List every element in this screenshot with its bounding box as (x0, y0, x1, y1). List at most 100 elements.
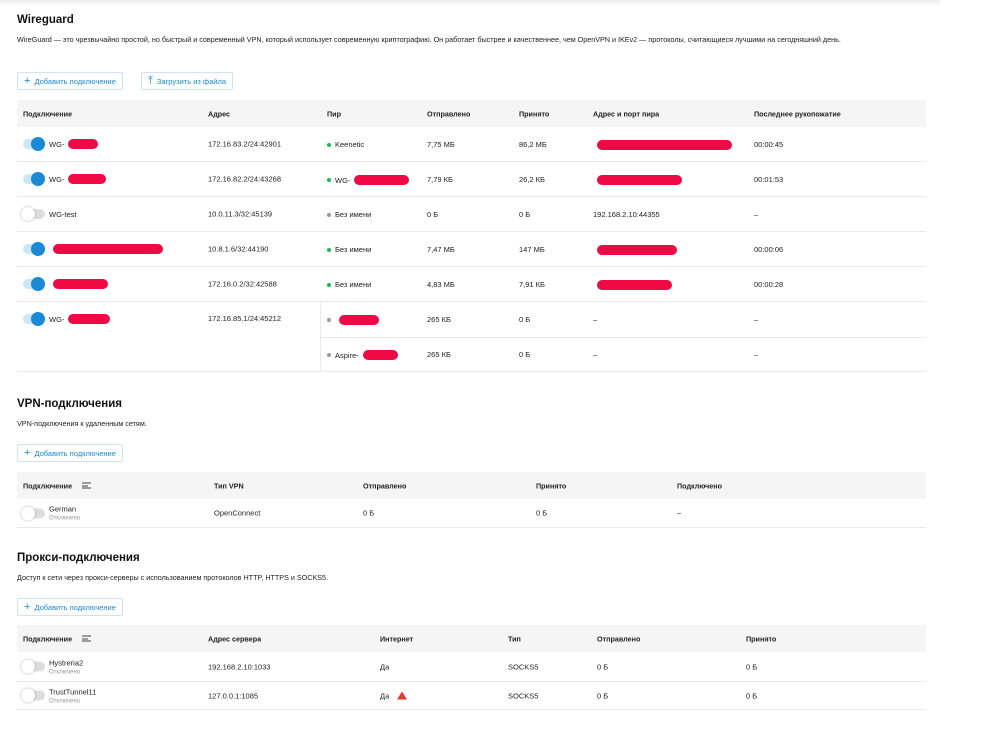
peer-cell: Keenetic (327, 140, 364, 149)
button-label: Добавить подключение (34, 602, 116, 612)
column-header[interactable]: Подключение (23, 634, 92, 643)
redaction-mark (597, 140, 732, 150)
connection-name[interactable]: WG- (49, 314, 65, 324)
column-label: Тип (508, 634, 521, 643)
peer-endpoint: 192.168.2.10:44355 (593, 210, 660, 219)
address-cell: 172.16.82.2/24:43268 (208, 175, 281, 184)
peer-name: Без имени (335, 245, 372, 254)
column-label: Принято (519, 109, 550, 118)
wireguard-description: WireGuard — это чрезвычайно простой, но … (17, 35, 841, 44)
sent-value: 7,75 МБ (427, 140, 455, 149)
connection-toggle[interactable] (23, 242, 45, 256)
received-value: 0 Б (519, 210, 531, 219)
connection-name: TrustTunnel11 (49, 687, 97, 696)
connection-state: Отключено (49, 515, 81, 522)
last-handshake: 00:01:53 (754, 175, 784, 184)
endpoint-cell (593, 245, 677, 255)
proxy-add-connection-button[interactable]: + Добавить подключение (17, 598, 123, 616)
column-header: Отправлено (427, 109, 470, 118)
connection-cell: WG- (23, 172, 107, 186)
sort-icon[interactable] (82, 482, 92, 489)
redaction-mark (597, 280, 672, 290)
column-header: Тип VPN (214, 481, 244, 490)
last-handshake: 00:00:06 (754, 245, 784, 254)
peer-name: Aspire- (335, 350, 359, 360)
column-label: Последнее рукопожатие (754, 109, 841, 118)
peer-endpoint: – (593, 315, 598, 324)
connection-toggle[interactable] (21, 506, 45, 520)
sort-icon[interactable] (82, 635, 92, 642)
column-header: Адрес и порт пира (593, 109, 659, 118)
received-value: 0 Б (746, 662, 758, 671)
column-label: Адрес (208, 109, 231, 118)
wg-connection-row: WG-test 10.0.11.3/32:45139 Без имени 0 Б 0 Б… (17, 197, 926, 232)
vpn-table: Подключение Тип VPN Отправлено Принято Подкл… (17, 472, 926, 528)
redaction-mark (53, 244, 163, 254)
received-value: 147 МБ (519, 245, 545, 254)
status-dot-icon (327, 212, 331, 217)
redaction-mark (68, 139, 99, 149)
connection-name-block[interactable]: Hystreria2 Отключено (49, 658, 83, 675)
column-header: Подключение (23, 109, 72, 118)
table-header: Подключение Тип VPN Отправлено Принято Подкл… (17, 472, 926, 499)
peer-name: Без имени (335, 210, 372, 219)
redaction-mark (68, 314, 111, 324)
connection-name-block[interactable]: TrustTunnel11 Отключено (49, 687, 96, 704)
divider (320, 337, 926, 338)
redaction-mark (597, 245, 677, 255)
connection-toggle[interactable] (23, 137, 45, 151)
column-header: Адрес (208, 109, 230, 118)
connection-toggle[interactable] (23, 277, 45, 291)
warning-icon[interactable] (397, 691, 408, 700)
connected-value: – (677, 508, 682, 518)
proxy-title: Прокси-подключения (17, 552, 140, 564)
connection-name[interactable]: WG- (49, 174, 65, 184)
vpn-connection-row: German Отключено OpenConnect 0 Б 0 Б – (17, 499, 926, 528)
column-label: Подключено (677, 481, 723, 490)
connection-toggle[interactable] (21, 207, 45, 221)
connection-cell: WG-test (21, 207, 77, 221)
connection-toggle[interactable] (23, 172, 45, 186)
redaction-mark (339, 315, 379, 325)
connection-toggle[interactable] (21, 659, 45, 674)
sent-value: 7,79 КБ (427, 175, 453, 184)
received-value: 0 Б (746, 691, 758, 700)
upload-from-file-button[interactable]: ⤒ Загрузить из файла (141, 72, 233, 90)
plus-icon: + (24, 74, 31, 87)
upload-icon: ⤒ (148, 74, 153, 87)
last-handshake: – (754, 350, 759, 359)
proxy-table: Подключение Адрес сервера Интернет Тип Отпра… (17, 625, 926, 710)
column-label: Отправлено (597, 634, 641, 643)
connection-toggle[interactable] (23, 312, 45, 326)
connection-toggle[interactable] (21, 688, 45, 703)
vpn-type: OpenConnect (214, 508, 261, 518)
vpn-title: VPN-подключения (17, 398, 122, 410)
wg-connection-row: 10.8.1.6/32:44190 Без имени 7,47 МБ 147 МБ 0… (17, 232, 926, 267)
wg-connection-row: WG- 172.16.83.2/24:42901 Keenetic 7,75 МБ 86… (17, 127, 926, 162)
connection-name[interactable]: WG- (49, 139, 65, 149)
column-label: Принято (746, 634, 777, 643)
column-header: Принято (746, 634, 776, 643)
connection-name: Hystreria2 (49, 658, 84, 667)
column-header[interactable]: Подключение (23, 481, 92, 490)
connection-name-block[interactable]: German Отключено (49, 505, 80, 522)
received-value: 26,2 КБ (519, 175, 545, 184)
column-label: Отправлено (427, 109, 471, 118)
last-handshake: 00:00:28 (754, 280, 784, 289)
address-cell: 172.16.83.2/24:42901 (208, 140, 281, 149)
column-label: Отправлено (363, 481, 407, 490)
vpn-add-connection-button[interactable]: + Добавить подключение (17, 444, 123, 462)
connection-name[interactable]: WG-test (49, 209, 77, 219)
wg-add-connection-button[interactable]: + Добавить подключение (17, 72, 123, 90)
status-dot-icon (327, 247, 331, 252)
column-header: Пир (327, 109, 341, 118)
connection-state: Отключено (49, 698, 81, 704)
server-address: 192.168.2.10:1033 (208, 662, 271, 671)
peer-name: Без имени (335, 280, 372, 289)
table-header: Подключение Адрес сервера Интернет Тип Отпра… (17, 625, 926, 652)
wg-connection-row: 172.16.0.2/32:42588 Без имени 4,83 МБ 7,91 … (17, 267, 926, 302)
peer-name: WG- (335, 175, 351, 185)
redaction-mark (597, 175, 682, 185)
connection-state: Отключено (49, 669, 81, 675)
redaction-mark (68, 174, 107, 184)
